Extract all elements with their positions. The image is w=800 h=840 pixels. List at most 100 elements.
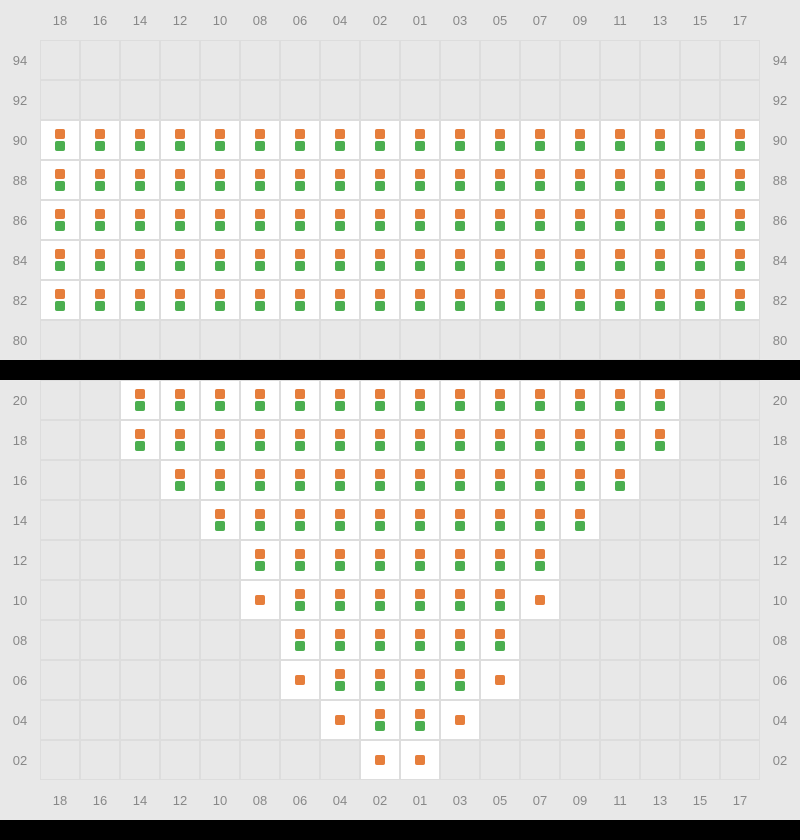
grid-cell[interactable] — [440, 420, 480, 460]
grid-cell[interactable] — [360, 660, 400, 700]
grid-cell[interactable] — [360, 120, 400, 160]
grid-cell[interactable] — [40, 120, 80, 160]
grid-cell[interactable] — [280, 200, 320, 240]
grid-cell[interactable] — [560, 380, 600, 420]
grid-cell[interactable] — [480, 120, 520, 160]
grid-cell[interactable] — [160, 120, 200, 160]
grid-cell[interactable] — [360, 620, 400, 660]
grid-cell[interactable] — [360, 500, 400, 540]
grid-cell[interactable] — [240, 240, 280, 280]
grid-cell[interactable] — [600, 420, 640, 460]
grid-cell[interactable] — [720, 160, 760, 200]
grid-cell[interactable] — [360, 700, 400, 740]
grid-cell[interactable] — [400, 660, 440, 700]
grid-cell[interactable] — [320, 620, 360, 660]
grid-cell[interactable] — [360, 540, 400, 580]
grid-cell[interactable] — [280, 120, 320, 160]
grid-cell[interactable] — [600, 240, 640, 280]
grid-cell[interactable] — [200, 380, 240, 420]
grid-cell[interactable] — [480, 620, 520, 660]
grid-cell[interactable] — [600, 120, 640, 160]
grid-cell[interactable] — [440, 460, 480, 500]
grid-cell[interactable] — [120, 120, 160, 160]
grid-cell[interactable] — [40, 200, 80, 240]
grid-cell[interactable] — [200, 160, 240, 200]
grid-cell[interactable] — [360, 740, 400, 780]
grid-cell[interactable] — [120, 200, 160, 240]
grid-cell[interactable] — [680, 240, 720, 280]
grid-cell[interactable] — [360, 160, 400, 200]
grid-cell[interactable] — [640, 200, 680, 240]
grid-cell[interactable] — [240, 420, 280, 460]
grid-cell[interactable] — [440, 660, 480, 700]
grid-cell[interactable] — [160, 460, 200, 500]
grid-cell[interactable] — [560, 240, 600, 280]
grid-cell[interactable] — [680, 200, 720, 240]
grid-cell[interactable] — [320, 280, 360, 320]
grid-cell[interactable] — [320, 460, 360, 500]
grid-cell[interactable] — [480, 280, 520, 320]
grid-cell[interactable] — [120, 420, 160, 460]
grid-cell[interactable] — [440, 580, 480, 620]
grid-cell[interactable] — [600, 380, 640, 420]
grid-cell[interactable] — [280, 160, 320, 200]
grid-cell[interactable] — [600, 460, 640, 500]
grid-cell[interactable] — [640, 160, 680, 200]
grid-cell[interactable] — [280, 620, 320, 660]
grid-cell[interactable] — [720, 280, 760, 320]
grid-cell[interactable] — [320, 540, 360, 580]
grid-cell[interactable] — [520, 540, 560, 580]
grid-cell[interactable] — [560, 280, 600, 320]
grid-cell[interactable] — [440, 500, 480, 540]
grid-cell[interactable] — [600, 280, 640, 320]
grid-cell[interactable] — [480, 420, 520, 460]
grid-cell[interactable] — [40, 280, 80, 320]
grid-cell[interactable] — [640, 380, 680, 420]
grid-cell[interactable] — [120, 280, 160, 320]
grid-cell[interactable] — [520, 280, 560, 320]
grid-cell[interactable] — [320, 580, 360, 620]
grid-cell[interactable] — [120, 240, 160, 280]
grid-cell[interactable] — [200, 120, 240, 160]
grid-cell[interactable] — [80, 280, 120, 320]
grid-cell[interactable] — [320, 660, 360, 700]
grid-cell[interactable] — [560, 500, 600, 540]
grid-cell[interactable] — [400, 460, 440, 500]
grid-cell[interactable] — [200, 240, 240, 280]
grid-cell[interactable] — [320, 240, 360, 280]
grid-cell[interactable] — [160, 160, 200, 200]
grid-cell[interactable] — [360, 200, 400, 240]
grid-cell[interactable] — [640, 120, 680, 160]
grid-cell[interactable] — [240, 500, 280, 540]
grid-cell[interactable] — [640, 280, 680, 320]
grid-cell[interactable] — [440, 160, 480, 200]
grid-cell[interactable] — [520, 420, 560, 460]
grid-cell[interactable] — [400, 200, 440, 240]
grid-cell[interactable] — [200, 200, 240, 240]
grid-cell[interactable] — [480, 200, 520, 240]
grid-cell[interactable] — [400, 580, 440, 620]
grid-cell[interactable] — [360, 280, 400, 320]
grid-cell[interactable] — [680, 280, 720, 320]
grid-cell[interactable] — [480, 460, 520, 500]
grid-cell[interactable] — [160, 200, 200, 240]
grid-cell[interactable] — [440, 380, 480, 420]
grid-cell[interactable] — [480, 160, 520, 200]
grid-cell[interactable] — [80, 120, 120, 160]
grid-cell[interactable] — [280, 380, 320, 420]
grid-cell[interactable] — [80, 240, 120, 280]
grid-cell[interactable] — [400, 240, 440, 280]
grid-cell[interactable] — [80, 200, 120, 240]
grid-cell[interactable] — [320, 160, 360, 200]
grid-cell[interactable] — [240, 280, 280, 320]
grid-cell[interactable] — [320, 500, 360, 540]
grid-cell[interactable] — [160, 240, 200, 280]
grid-cell[interactable] — [680, 160, 720, 200]
grid-cell[interactable] — [280, 280, 320, 320]
grid-cell[interactable] — [200, 280, 240, 320]
grid-cell[interactable] — [520, 460, 560, 500]
grid-cell[interactable] — [480, 240, 520, 280]
grid-cell[interactable] — [400, 500, 440, 540]
grid-cell[interactable] — [720, 200, 760, 240]
grid-cell[interactable] — [440, 280, 480, 320]
